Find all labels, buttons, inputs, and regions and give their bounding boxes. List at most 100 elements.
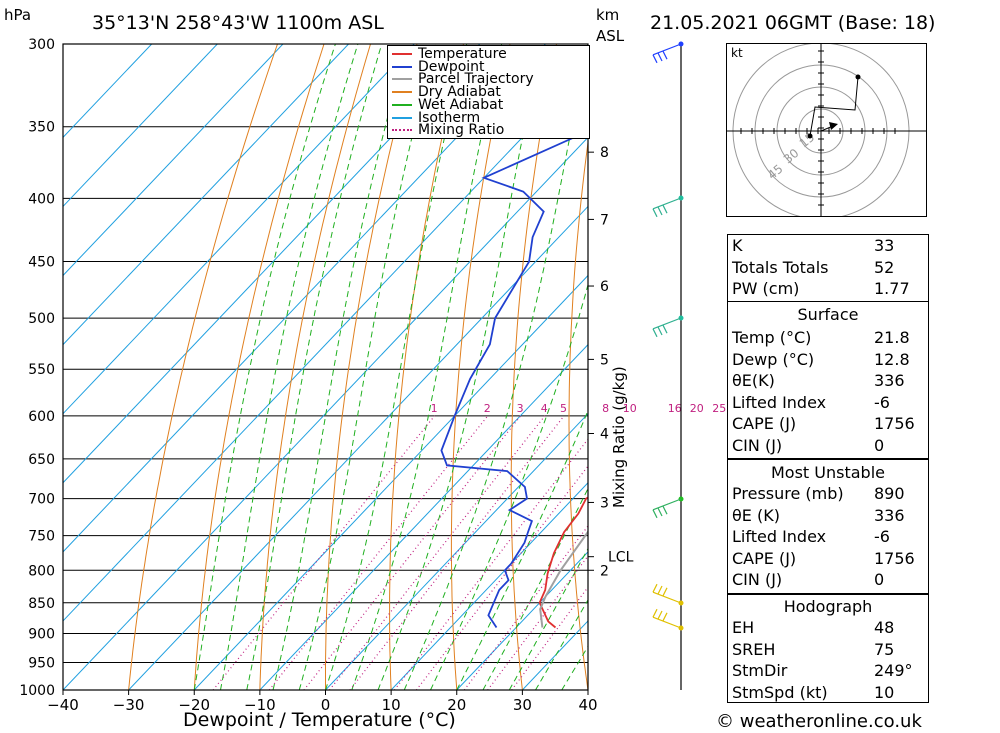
hodograph-ring-label: 45 [765, 162, 786, 183]
legend-item: Dry Adiabat [392, 85, 501, 99]
km-tick-label: 8 [600, 145, 609, 161]
hodograph-panel: 15 30 45 kt [726, 43, 927, 217]
x-tick-label: 30 [513, 696, 532, 714]
km-tick-label: 4 [600, 427, 609, 443]
isotherm-line [128, 205, 588, 690]
km-tick-label: 7 [600, 212, 609, 228]
eh-value: 48 [874, 618, 895, 637]
dry-adiabat-line [679, 44, 719, 690]
mixing-ratio-tick-label: 25 [712, 402, 726, 415]
storm-motion-arrowhead [829, 122, 838, 130]
mixing-ratio-line [303, 415, 522, 690]
barb-feather [662, 50, 668, 60]
x-tick-label: −20 [178, 696, 210, 714]
wet-adiabat-line [298, 44, 436, 690]
legend-swatch [392, 116, 412, 119]
surface-li-label: Lifted Index [732, 392, 827, 412]
pressure-tick-label: 850 [28, 596, 55, 612]
series-dewpoint [440, 130, 588, 628]
k-value: 33 [874, 236, 895, 255]
barb-feather [662, 324, 668, 334]
isotherm-line [63, 44, 153, 139]
surface-temp-value: 21.8 [874, 328, 910, 347]
legend-item: Parcel Trajectory [392, 72, 534, 86]
mixing-ratio-tick-label: 20 [690, 402, 704, 415]
isotherm-line [259, 343, 588, 690]
pressure-tick-label: 900 [28, 626, 55, 642]
hodograph-stats-box: Hodograph EH 48 SREH 75 StmDir 249° StmSpd … [727, 594, 929, 703]
surface-cape-label: CAPE (J) [732, 414, 797, 434]
legend-item: Wet Adiabat [392, 98, 503, 112]
surface-theta-label: θE(K) [732, 371, 775, 391]
x-axis-label: Dewpoint / Temperature (°C) [183, 709, 456, 731]
mu-theta-value: 336 [874, 505, 905, 525]
barb-feather [652, 208, 658, 218]
barb-feather [657, 585, 663, 595]
legend-label: Mixing Ratio [418, 122, 505, 139]
wet-adiabat-line [272, 44, 408, 690]
dry-adiabat-line [325, 44, 418, 690]
mixing-ratio-line [415, 465, 588, 690]
barb-green [652, 498, 682, 511]
surface-dewp-label: Dewp (°C) [732, 349, 815, 369]
dry-adiabat-line [128, 44, 278, 690]
wet-adiabat-line [456, 409, 588, 690]
lcl-label: LCL [608, 550, 634, 566]
x-tick-label: −40 [47, 696, 79, 714]
mu-cin-value: 0 [874, 570, 885, 590]
legend-swatch [392, 65, 412, 68]
mixing-ratio-tick-label: 16 [668, 402, 682, 415]
isotherm-line [63, 44, 546, 553]
axes: 1 2 3 4 5 8 10 16 20 2530035040045050055060065070… [19, 37, 726, 714]
barb-feather [662, 204, 668, 214]
x-tick-label: 10 [382, 696, 401, 714]
barb-feather [652, 583, 658, 593]
hodograph-ring-label: 30 [781, 146, 802, 167]
wet-adiabat-line [193, 44, 336, 690]
surface-theta-value: 336 [874, 371, 905, 391]
pressure-tick-label: 300 [28, 37, 55, 53]
series-parcel-trajectory [539, 530, 588, 628]
mu-li-value: -6 [874, 527, 890, 547]
surface-box: Surface Temp (°C) 21.8 Dewp (°C) 12.8 θE(K… [727, 301, 929, 459]
dry-adiabat-line [568, 138, 588, 690]
pressure-tick-label: 350 [28, 120, 55, 136]
data-series [440, 130, 588, 629]
wet-adiabat-line [246, 44, 383, 690]
datetime-title: 21.05.2021 06GMT (Base: 18) [650, 12, 936, 34]
pw-label: PW (cm) [732, 279, 800, 299]
surface-title: Surface [797, 305, 859, 324]
k-label: K [732, 236, 743, 255]
dry-adiabat-line [625, 44, 654, 690]
tt-value: 52 [874, 257, 895, 277]
x-tick-label: 20 [447, 696, 466, 714]
barb-feather [652, 509, 658, 519]
legend-swatch [392, 78, 412, 81]
pressure-tick-label: 750 [28, 529, 55, 545]
pw-value: 1.77 [874, 279, 910, 299]
hodograph-end-dot [855, 74, 861, 80]
wet-adiabat-line [482, 487, 588, 690]
hodograph-trace [809, 76, 859, 137]
location-title: 35°13'N 258°43'W 1100m ASL [92, 12, 384, 34]
wet-adiabat-line [377, 44, 543, 690]
barb-feather [662, 505, 668, 515]
legend-label: Isotherm [418, 109, 481, 126]
barb-feather [652, 328, 658, 338]
barb-feather [652, 54, 658, 64]
pressure-tick-label: 700 [28, 492, 55, 508]
barb-feather [652, 608, 658, 618]
legend-item: Mixing Ratio [392, 122, 505, 139]
mixing-ratio-axis-label: Mixing Ratio (g/kg) [610, 366, 628, 508]
legend-label: Dewpoint [418, 58, 485, 75]
barb-feather [657, 610, 663, 620]
wet-adiabat-line [220, 44, 359, 690]
stmdir-value: 249° [874, 661, 913, 681]
isotherm-line [456, 551, 588, 690]
dry-adiabat-line [450, 44, 511, 690]
eh-label: EH [732, 618, 755, 637]
mixing-ratio-tick-label: 10 [623, 402, 637, 415]
mixing-ratio-tick-label: 2 [484, 402, 491, 415]
copyright-link[interactable]: © weatheronline.co.uk [716, 711, 922, 732]
